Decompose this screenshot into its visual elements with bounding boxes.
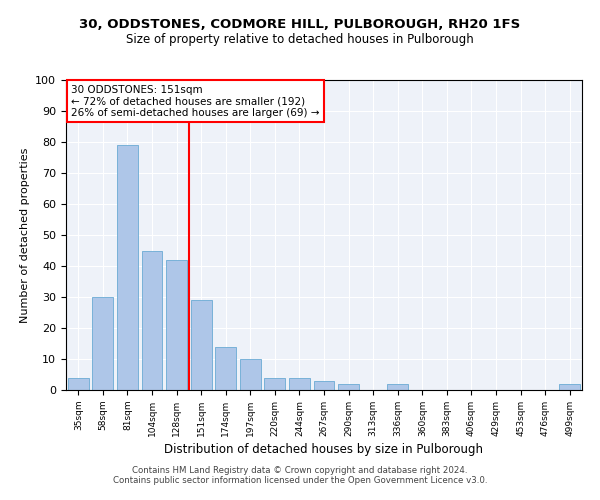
Bar xyxy=(289,378,310,390)
Bar xyxy=(68,378,89,390)
Bar xyxy=(191,300,212,390)
Y-axis label: Number of detached properties: Number of detached properties xyxy=(20,148,30,322)
Bar xyxy=(387,384,408,390)
Text: Size of property relative to detached houses in Pulborough: Size of property relative to detached ho… xyxy=(126,32,474,46)
Bar xyxy=(265,378,286,390)
Bar xyxy=(559,384,580,390)
Bar xyxy=(338,384,359,390)
X-axis label: Distribution of detached houses by size in Pulborough: Distribution of detached houses by size … xyxy=(164,443,484,456)
Bar xyxy=(117,145,138,390)
Bar xyxy=(166,260,187,390)
Bar xyxy=(314,380,334,390)
Bar xyxy=(215,346,236,390)
Bar xyxy=(92,297,113,390)
Text: 30 ODDSTONES: 151sqm
← 72% of detached houses are smaller (192)
26% of semi-deta: 30 ODDSTONES: 151sqm ← 72% of detached h… xyxy=(71,84,320,118)
Bar xyxy=(240,359,261,390)
Text: Contains HM Land Registry data © Crown copyright and database right 2024.
Contai: Contains HM Land Registry data © Crown c… xyxy=(113,466,487,485)
Text: 30, ODDSTONES, CODMORE HILL, PULBOROUGH, RH20 1FS: 30, ODDSTONES, CODMORE HILL, PULBOROUGH,… xyxy=(79,18,521,30)
Bar xyxy=(142,250,163,390)
